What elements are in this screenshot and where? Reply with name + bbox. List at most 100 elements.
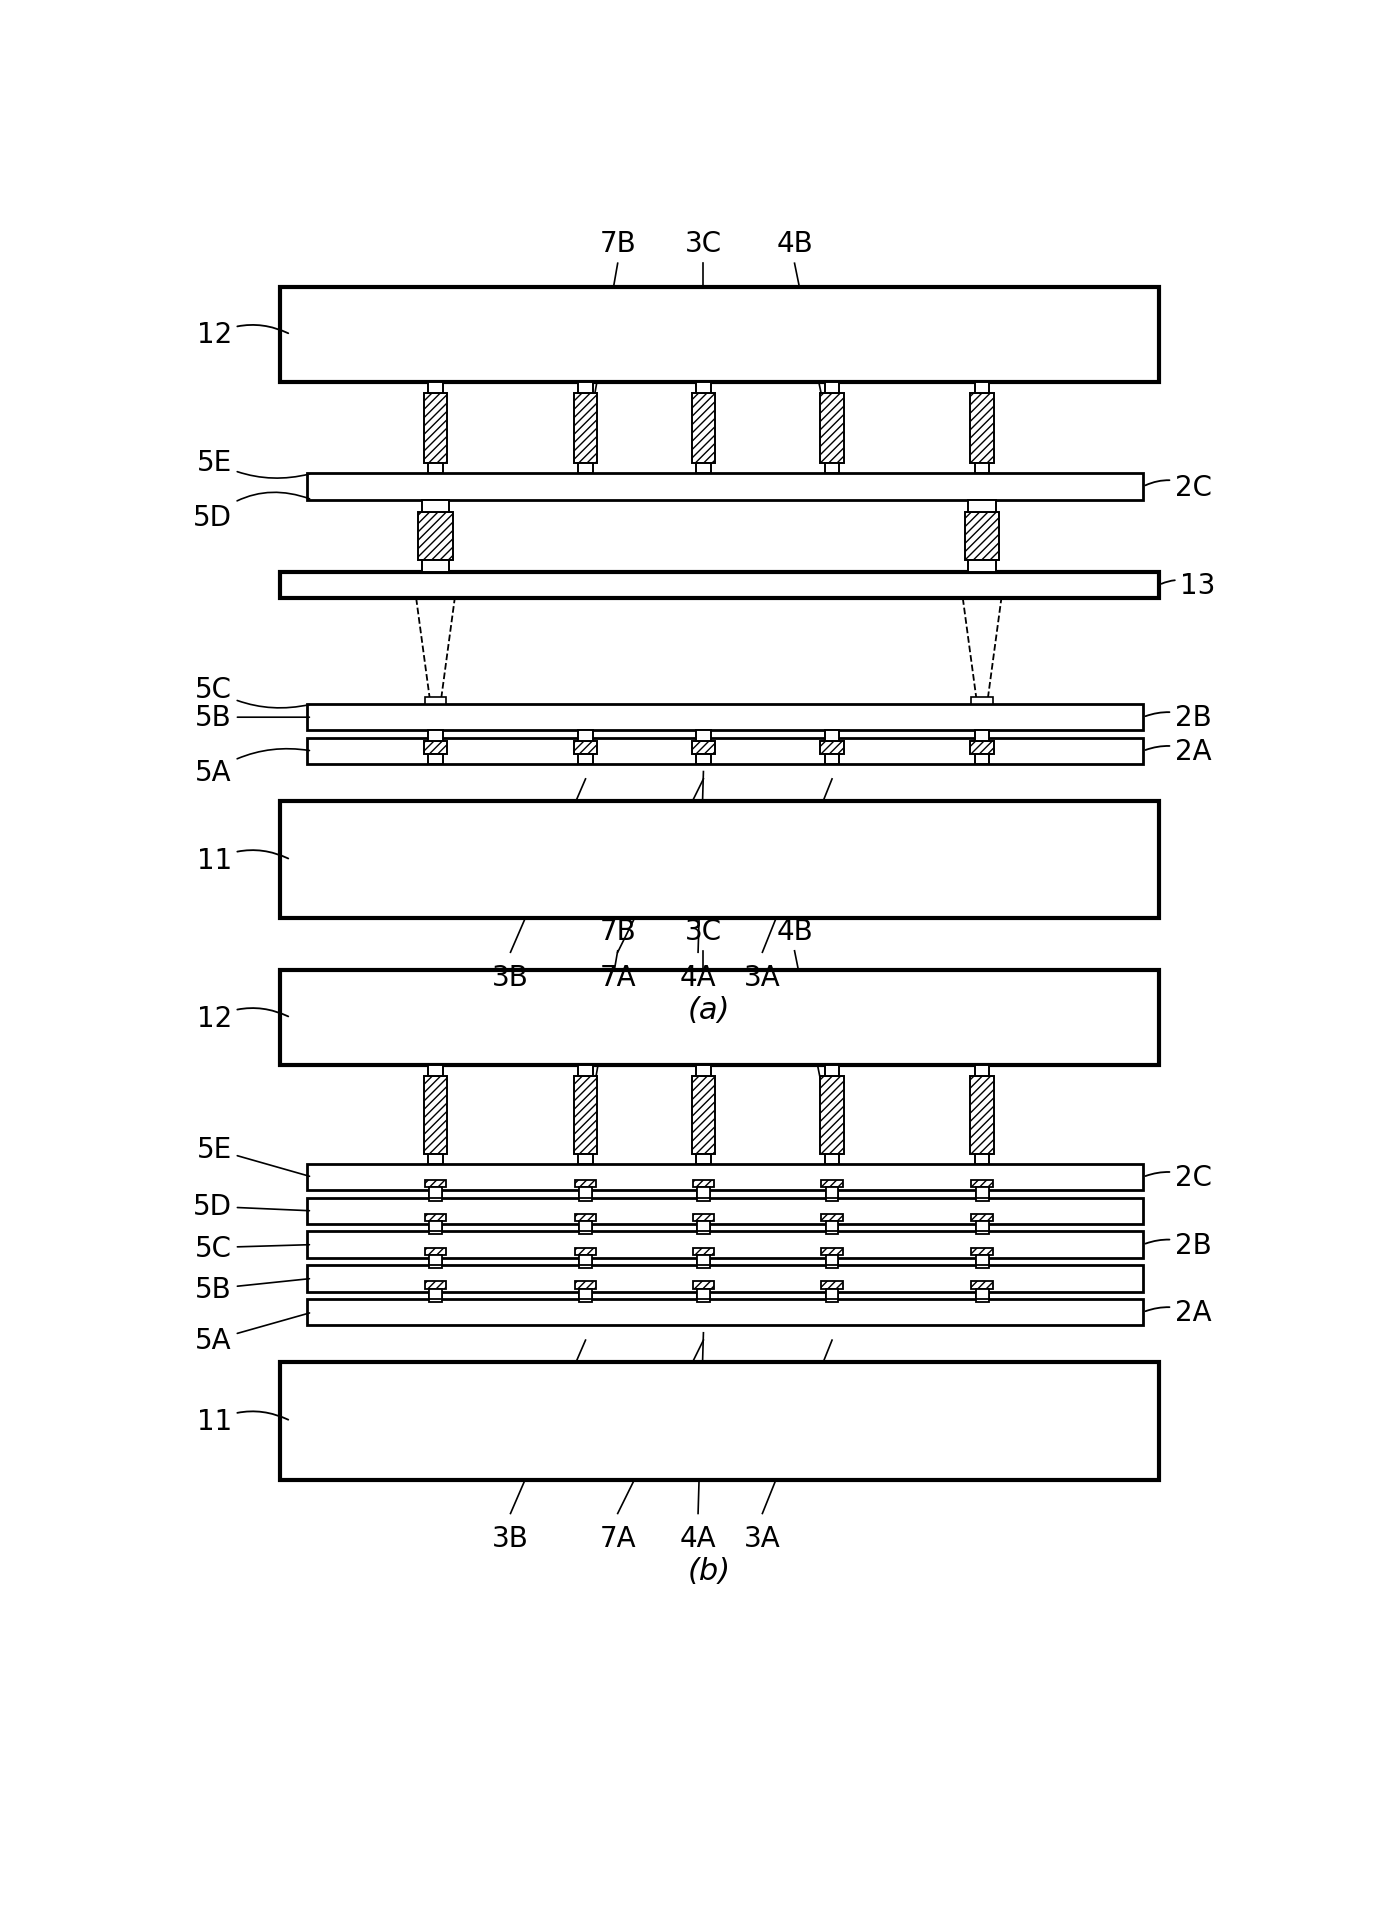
Bar bbox=[574, 1076, 597, 1154]
Bar bbox=[826, 1154, 839, 1163]
Bar bbox=[429, 383, 443, 393]
Bar bbox=[429, 730, 443, 742]
Bar bbox=[697, 463, 711, 475]
Bar bbox=[425, 1282, 447, 1289]
Bar bbox=[578, 755, 592, 765]
Bar bbox=[418, 513, 452, 561]
Bar bbox=[822, 1215, 842, 1222]
Text: 5C: 5C bbox=[195, 675, 310, 709]
Bar bbox=[822, 1282, 842, 1289]
Bar bbox=[579, 1255, 592, 1266]
Bar bbox=[971, 1282, 993, 1289]
Bar bbox=[826, 1222, 838, 1232]
Bar bbox=[279, 801, 1159, 919]
Bar bbox=[307, 1299, 1142, 1325]
Bar bbox=[697, 1222, 709, 1232]
Text: 4B: 4B bbox=[776, 917, 813, 946]
Bar bbox=[826, 463, 839, 475]
Bar bbox=[307, 704, 1142, 730]
Bar bbox=[429, 463, 443, 475]
Bar bbox=[697, 1224, 709, 1234]
Bar bbox=[975, 1188, 989, 1198]
Bar bbox=[975, 1224, 989, 1234]
Bar bbox=[425, 1247, 447, 1255]
Bar bbox=[822, 1247, 842, 1255]
Bar bbox=[697, 383, 711, 393]
Bar bbox=[429, 1188, 443, 1198]
Text: 2A: 2A bbox=[1145, 738, 1212, 765]
Text: 5B: 5B bbox=[195, 704, 310, 732]
Text: 5E: 5E bbox=[196, 448, 310, 479]
Text: 3B: 3B bbox=[492, 1524, 528, 1552]
Bar bbox=[578, 1154, 592, 1163]
Bar bbox=[971, 1215, 993, 1222]
Bar bbox=[579, 1190, 592, 1201]
Bar bbox=[429, 1224, 443, 1234]
Bar bbox=[429, 755, 443, 765]
Bar bbox=[574, 393, 597, 463]
Bar bbox=[975, 730, 989, 742]
Bar bbox=[693, 1282, 714, 1289]
Bar bbox=[575, 1215, 596, 1222]
Bar bbox=[578, 1066, 592, 1076]
Bar bbox=[975, 1222, 989, 1232]
Bar bbox=[826, 1255, 838, 1266]
Bar bbox=[968, 561, 996, 572]
Text: 5D: 5D bbox=[192, 494, 310, 532]
Text: 5E: 5E bbox=[196, 1135, 310, 1177]
Bar bbox=[578, 383, 592, 393]
Bar bbox=[307, 475, 1142, 500]
Bar bbox=[425, 1215, 447, 1222]
Bar bbox=[826, 1224, 838, 1234]
Bar bbox=[697, 1289, 709, 1299]
Bar bbox=[822, 1180, 842, 1188]
Bar bbox=[971, 698, 993, 704]
Bar bbox=[429, 1259, 443, 1268]
Bar bbox=[697, 730, 711, 742]
Text: 2B: 2B bbox=[1145, 704, 1212, 732]
Text: (a): (a) bbox=[687, 995, 730, 1024]
Bar bbox=[429, 1190, 443, 1201]
Bar bbox=[578, 463, 592, 475]
Bar bbox=[307, 738, 1142, 765]
Bar bbox=[575, 1247, 596, 1255]
Text: 7B: 7B bbox=[599, 231, 636, 257]
Bar bbox=[975, 1154, 989, 1163]
Bar bbox=[429, 1255, 443, 1266]
Bar bbox=[423, 393, 447, 463]
Bar bbox=[575, 1180, 596, 1188]
Bar bbox=[826, 1289, 838, 1299]
Bar bbox=[693, 1247, 714, 1255]
Bar bbox=[579, 1289, 592, 1299]
Bar bbox=[826, 730, 839, 742]
Bar bbox=[692, 742, 715, 755]
Bar bbox=[697, 1154, 711, 1163]
Bar bbox=[697, 1291, 709, 1302]
Bar bbox=[826, 1066, 839, 1076]
Bar bbox=[579, 1224, 592, 1234]
Bar bbox=[975, 1255, 989, 1266]
Bar bbox=[826, 383, 839, 393]
Bar bbox=[423, 742, 447, 755]
Bar bbox=[578, 730, 592, 742]
Bar bbox=[574, 742, 597, 755]
Text: 3A: 3A bbox=[744, 1524, 781, 1552]
Bar bbox=[579, 1291, 592, 1302]
Text: 11: 11 bbox=[196, 1407, 288, 1436]
Bar bbox=[429, 1291, 443, 1302]
Bar bbox=[826, 1259, 838, 1268]
Text: 3A: 3A bbox=[744, 963, 781, 992]
Bar bbox=[307, 1266, 1142, 1291]
Bar bbox=[425, 698, 447, 704]
Bar bbox=[579, 1222, 592, 1232]
Text: 12: 12 bbox=[196, 320, 288, 349]
Bar bbox=[422, 561, 449, 572]
Bar bbox=[975, 1190, 989, 1201]
Text: 12: 12 bbox=[196, 1005, 288, 1032]
Bar bbox=[429, 1289, 443, 1299]
Bar bbox=[279, 1362, 1159, 1480]
Bar bbox=[429, 1066, 443, 1076]
Bar bbox=[971, 742, 994, 755]
Bar bbox=[697, 1190, 709, 1201]
Bar bbox=[429, 1222, 443, 1232]
